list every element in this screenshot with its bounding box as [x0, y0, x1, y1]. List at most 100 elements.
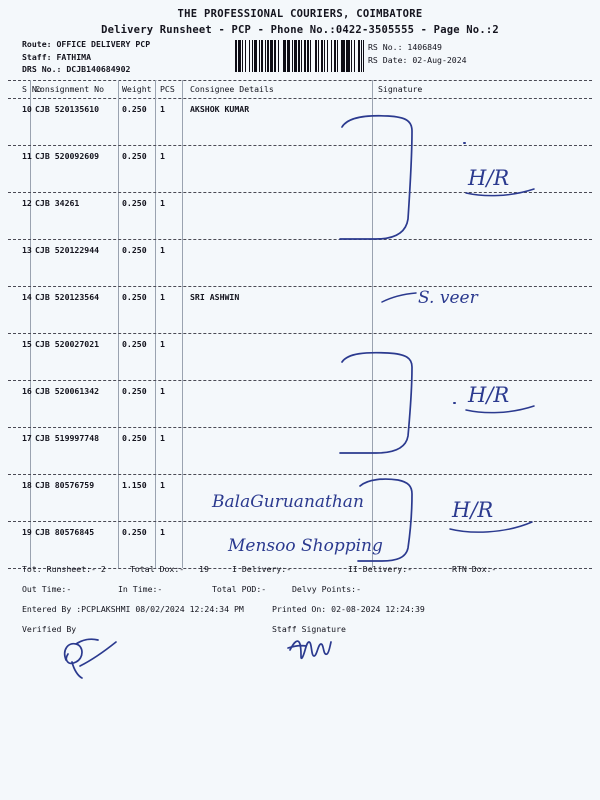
rtn-dox: RTN Dox:-	[452, 564, 497, 574]
verified-by-label: Verified By	[22, 624, 77, 634]
row-13-consignment-no: CJB 520122944	[35, 245, 100, 255]
staff-label: Staff: FATHIMA	[22, 51, 92, 62]
row-17-consignment-no: CJB 519997748	[35, 433, 100, 443]
row-11-pcs: 1	[160, 151, 165, 161]
row-16-consignment-no: CJB 520061342	[35, 386, 100, 396]
hr-underline-mid	[465, 405, 535, 414]
row-15-pcs: 1	[160, 339, 165, 349]
row-16-s-no: 16	[22, 386, 32, 396]
hr-mark-top: H/R	[468, 166, 510, 190]
row-12-consignment-no: CJB 34261	[35, 198, 80, 208]
row-11-s-no: 11	[22, 151, 32, 161]
staff-signature	[287, 640, 332, 660]
col-divider-2	[155, 80, 156, 568]
ink-dot-2	[453, 402, 456, 404]
row-13-s-no: 13	[22, 245, 32, 255]
row-11-weight: 0.250	[122, 151, 147, 161]
row-10-weight: 0.250	[122, 104, 147, 114]
row-10-consignment-no: CJB 520135610	[35, 104, 100, 114]
row-12-weight: 0.250	[122, 198, 147, 208]
bracket-stroke-bottom	[357, 478, 413, 562]
row-14-consignment-no: CJB 520123564	[35, 292, 100, 302]
out-time: Out Time:-	[22, 584, 72, 594]
table-header-rule	[8, 98, 592, 99]
ii-delivery: II Delivery:-	[348, 564, 413, 574]
rs-no-label: RS No.: 1406849	[368, 42, 442, 52]
hr-underline-top	[465, 188, 535, 197]
bracket-stroke-top	[339, 114, 413, 240]
row-19-pcs: 1	[160, 527, 165, 537]
tot-runsheet: Tot. Runsheet:- 2	[22, 564, 106, 574]
entered-by: Entered By :PCPLAKSHMI 08/02/2024 12:24:…	[22, 604, 244, 614]
col-header-consignee-details: Consignee Details	[190, 84, 274, 94]
row-14-pcs: 1	[160, 292, 165, 302]
row-10-consignee: AKSHOK KUMAR	[190, 104, 250, 114]
i-delivery: I Delivery:-	[232, 564, 292, 574]
table-top-rule	[8, 80, 592, 81]
row-15-consignment-no: CJB 520027021	[35, 339, 100, 349]
row-10-pcs: 1	[160, 104, 165, 114]
row-rule-3	[8, 239, 592, 240]
row-18-pcs: 1	[160, 480, 165, 490]
runsheet-barcode	[235, 40, 367, 72]
in-time: In Time:-	[118, 584, 163, 594]
row-15-weight: 0.250	[122, 339, 147, 349]
row-10-s-no: 10	[22, 104, 32, 114]
row-14-weight: 0.250	[122, 292, 147, 302]
header-right-block: RS No.: 1406849 RS Date: 02-Aug-2024	[368, 41, 467, 66]
row-18-weight: 1.150	[122, 480, 147, 490]
rs-date-label: RS Date: 02-Aug-2024	[368, 54, 467, 65]
row-17-pcs: 1	[160, 433, 165, 443]
drs-no-label: DRS No.: DCJB140684902	[22, 64, 131, 75]
row-16-weight: 0.250	[122, 386, 147, 396]
header-left-block: Route: OFFICE DELIVERY PCP Staff: FATHIM…	[22, 38, 150, 76]
row-15-s-no: 15	[22, 339, 32, 349]
route-label: Route: OFFICE DELIVERY PCP	[22, 39, 151, 49]
row-rule-1	[8, 145, 592, 146]
bracket-stroke-mid	[339, 351, 413, 454]
total-pod: Total POD:-	[212, 584, 267, 594]
row-13-weight: 0.250	[122, 245, 147, 255]
row-14-consignee: SRI ASHWIN	[190, 292, 240, 302]
row-rule-6	[8, 380, 592, 381]
row-rule-7	[8, 427, 592, 428]
delvy-points: Delvy Points:-	[292, 584, 362, 594]
handwritten-consignee-1: BalaGuruanathan	[212, 492, 364, 512]
row-12-pcs: 1	[160, 198, 165, 208]
row-rule-4	[8, 286, 592, 287]
col-header-consignment-no: Consignment No	[35, 84, 105, 94]
row-18-s-no: 18	[22, 480, 32, 490]
row-rule-9	[8, 521, 592, 522]
row-rule-8	[8, 474, 592, 475]
row-11-consignment-no: CJB 520092609	[35, 151, 100, 161]
printed-on: Printed On: 02-08-2024 12:24:39	[272, 604, 425, 614]
row-19-s-no: 19	[22, 527, 32, 537]
hr-mark-mid: H/R	[468, 383, 510, 407]
row-19-consignment-no: CJB 80576845	[35, 527, 95, 537]
row-17-s-no: 17	[22, 433, 32, 443]
col-header-pcs: PCS	[160, 84, 175, 94]
signature-ashwin: S. veer	[418, 288, 478, 308]
total-dox: Total Dox:- 19	[130, 564, 209, 574]
col-header-weight: Weight	[122, 84, 152, 94]
col-divider-4	[372, 80, 373, 568]
hr-underline-bottom	[449, 521, 533, 533]
row-18-consignment-no: CJB 80576759	[35, 480, 95, 490]
page-title: THE PROFESSIONAL COURIERS, COIMBATORE	[177, 8, 423, 20]
staff-signature-label: Staff Signature	[272, 624, 346, 634]
row-12-s-no: 12	[22, 198, 32, 208]
col-header-signature: Signature	[378, 84, 423, 94]
ashwin-lead-stroke	[381, 292, 417, 303]
row-14-s-no: 14	[22, 292, 32, 302]
row-17-weight: 0.250	[122, 433, 147, 443]
handwritten-consignee-2: Mensoo Shopping	[228, 536, 383, 556]
row-rule-5	[8, 333, 592, 334]
col-divider-3	[182, 80, 183, 568]
col-divider-1	[118, 80, 119, 568]
table-bottom-rule	[8, 568, 592, 569]
col-header-s-no: S No	[22, 84, 42, 94]
row-16-pcs: 1	[160, 386, 165, 396]
row-13-pcs: 1	[160, 245, 165, 255]
page-subtitle: Delivery Runsheet - PCP - Phone No.:0422…	[101, 24, 499, 36]
